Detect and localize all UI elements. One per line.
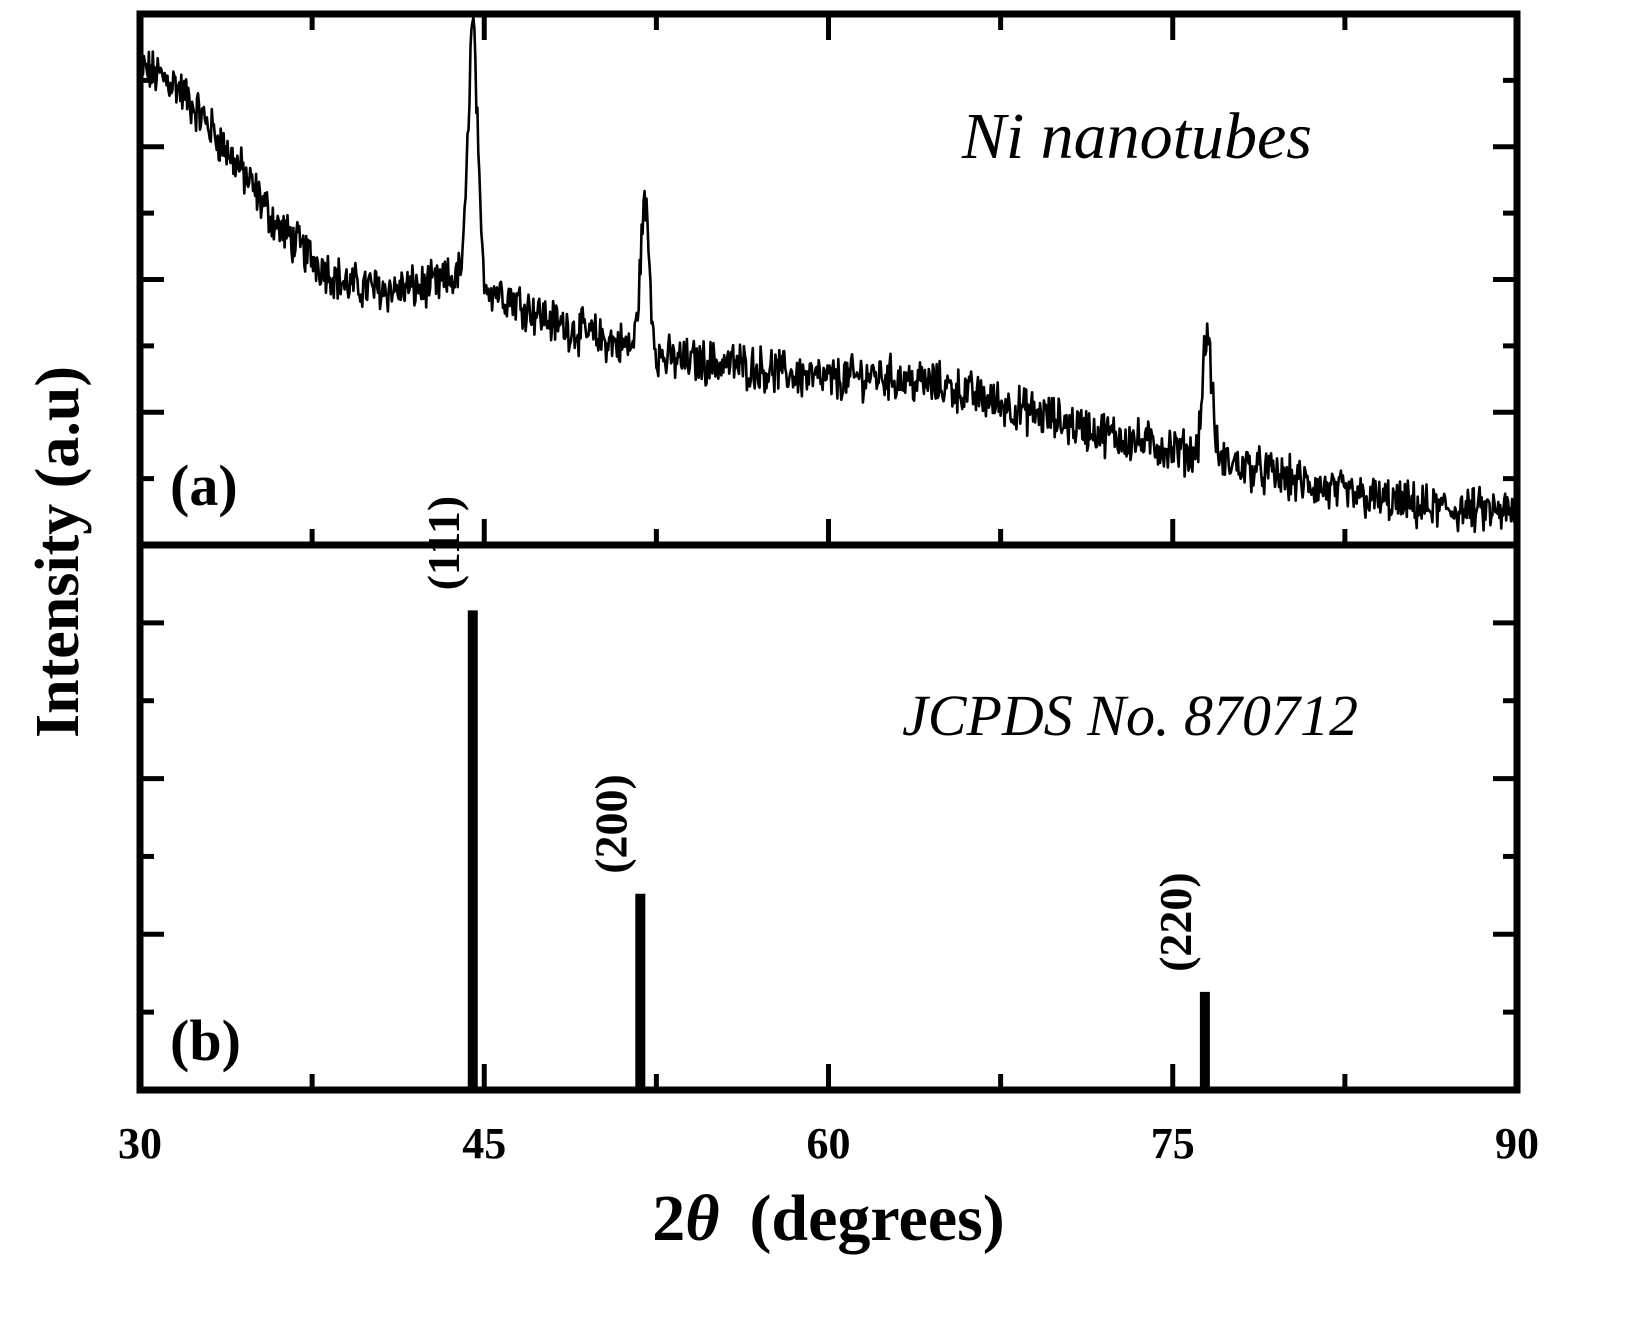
panel-b: (111) (200) (220) (b) JCPDS No. 870712 xyxy=(136,496,1521,1094)
jcpds-annotation: JCPDS No. 870712 xyxy=(902,683,1358,748)
stick-label: (200) xyxy=(585,774,636,874)
x-tick-labels: 30 45 60 75 90 xyxy=(118,1119,1539,1168)
ni-nanotubes-pattern-line xyxy=(138,16,1519,534)
panel-b-frame xyxy=(136,541,1521,1094)
x-axis-title-prefix: 2 xyxy=(652,1182,685,1255)
x-tick-label: 45 xyxy=(462,1119,506,1168)
x-tick-label: 75 xyxy=(1151,1119,1195,1168)
x-axis-theta-symbol: θ xyxy=(685,1182,719,1255)
x-tick-label: 30 xyxy=(118,1119,162,1168)
stick-label: (111) xyxy=(418,496,469,591)
y-axis-title: Intensity (a.u) xyxy=(24,366,92,738)
ni-nanotubes-annotation: Ni nanotubes xyxy=(961,100,1312,173)
x-tick-label: 60 xyxy=(807,1119,851,1168)
x-axis-title-unit: (degrees) xyxy=(749,1182,1004,1255)
panel-a-ticks xyxy=(137,14,1520,545)
jcpds-reference-sticks: (111) (200) (220) xyxy=(418,496,1210,1090)
panel-a-label: (a) xyxy=(170,453,238,518)
x-tick-label: 90 xyxy=(1495,1119,1539,1168)
panel-a: (a) Ni nanotubes xyxy=(136,10,1521,549)
stick-label: (220) xyxy=(1150,872,1201,972)
panel-b-label: (b) xyxy=(170,1008,241,1073)
x-axis-title: 2θ (degrees) xyxy=(652,1182,1005,1255)
panel-b-ticks xyxy=(137,620,1520,1090)
